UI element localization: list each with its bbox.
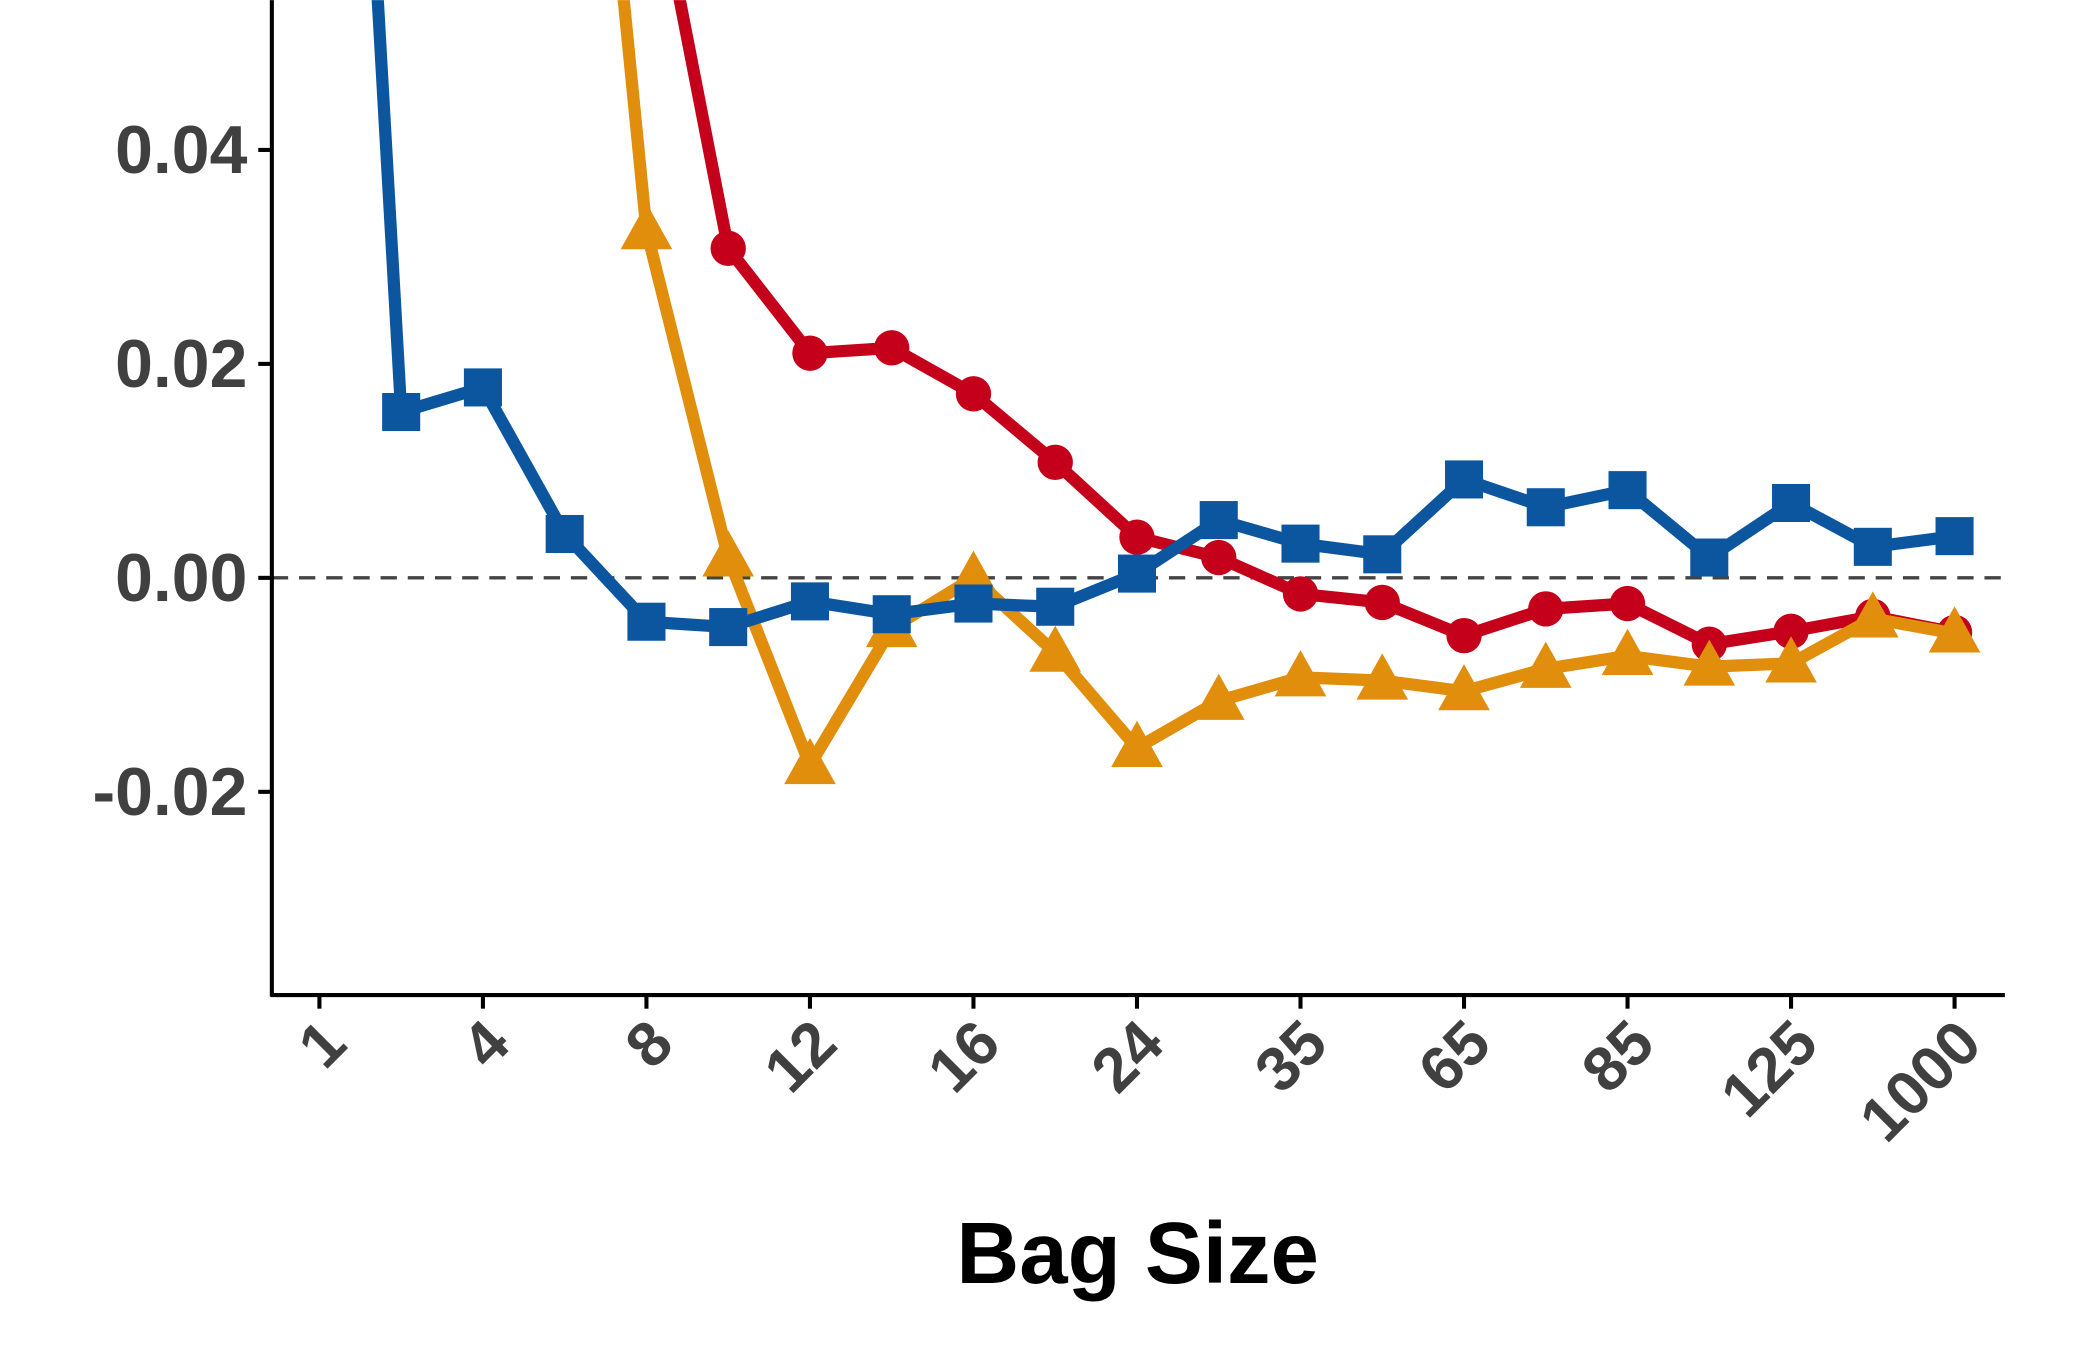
marker [1928, 606, 1981, 653]
marker [1683, 639, 1736, 686]
marker [872, 595, 911, 634]
marker [1853, 527, 1892, 566]
marker [1609, 585, 1646, 622]
marker [1363, 535, 1402, 574]
marker [1526, 488, 1565, 527]
marker [1438, 664, 1490, 711]
marker [1364, 584, 1400, 621]
marker [1117, 554, 1157, 593]
y-tick-label: 0.02 [115, 326, 247, 402]
marker [955, 376, 992, 412]
y-tick-label: 0.00 [115, 540, 247, 616]
x-tick-label: 4 [449, 1007, 523, 1081]
marker [1772, 483, 1811, 522]
x-tick-label: 1 [285, 1007, 359, 1081]
series-line [617, 0, 1956, 772]
marker [1444, 460, 1484, 499]
marker [1519, 641, 1572, 688]
marker [874, 330, 910, 366]
marker [1601, 628, 1654, 675]
marker [1773, 613, 1809, 650]
x-tick-label: 1000 [1847, 1007, 1995, 1155]
marker [954, 584, 993, 623]
x-tick-label: 12 [751, 1007, 850, 1106]
marker [790, 582, 829, 621]
marker [1282, 576, 1319, 612]
marker [1846, 591, 1899, 638]
marker [1281, 524, 1320, 563]
marker [1765, 636, 1817, 683]
marker [1111, 720, 1163, 767]
marker [382, 393, 421, 432]
y-tick-label: 0.04 [115, 112, 247, 188]
y-tick-label: -0.02 [92, 754, 247, 830]
marker [1528, 591, 1564, 627]
marker [784, 737, 836, 785]
x-tick-label: 65 [1405, 1007, 1504, 1106]
marker [620, 202, 673, 250]
marker [1199, 501, 1238, 540]
marker [1274, 650, 1327, 697]
marker [1935, 517, 1974, 556]
marker [709, 608, 748, 647]
marker [1037, 444, 1073, 480]
marker [1446, 617, 1482, 654]
marker [1356, 653, 1409, 700]
marker [1201, 539, 1237, 576]
marker [627, 602, 666, 641]
x-tick-label: 85 [1569, 1007, 1668, 1106]
marker [710, 230, 746, 267]
x-tick-label: 35 [1242, 1007, 1341, 1106]
marker [1608, 471, 1647, 510]
marker [1029, 625, 1082, 672]
plot-area [271, 0, 2005, 785]
x-axis-title: Bag Size [956, 1205, 1319, 1302]
marker [545, 514, 584, 554]
x-tick-label: 24 [1078, 1007, 1177, 1106]
marker [463, 368, 502, 407]
x-tick-label: 125 [1708, 1007, 1831, 1130]
x-tick-label: 16 [915, 1007, 1014, 1106]
x-tick-label: 8 [612, 1007, 686, 1081]
marker [1119, 519, 1155, 555]
marker [1690, 538, 1729, 577]
marker [792, 335, 828, 371]
marker [702, 530, 755, 577]
marker [1036, 587, 1075, 626]
marker [1192, 673, 1245, 720]
